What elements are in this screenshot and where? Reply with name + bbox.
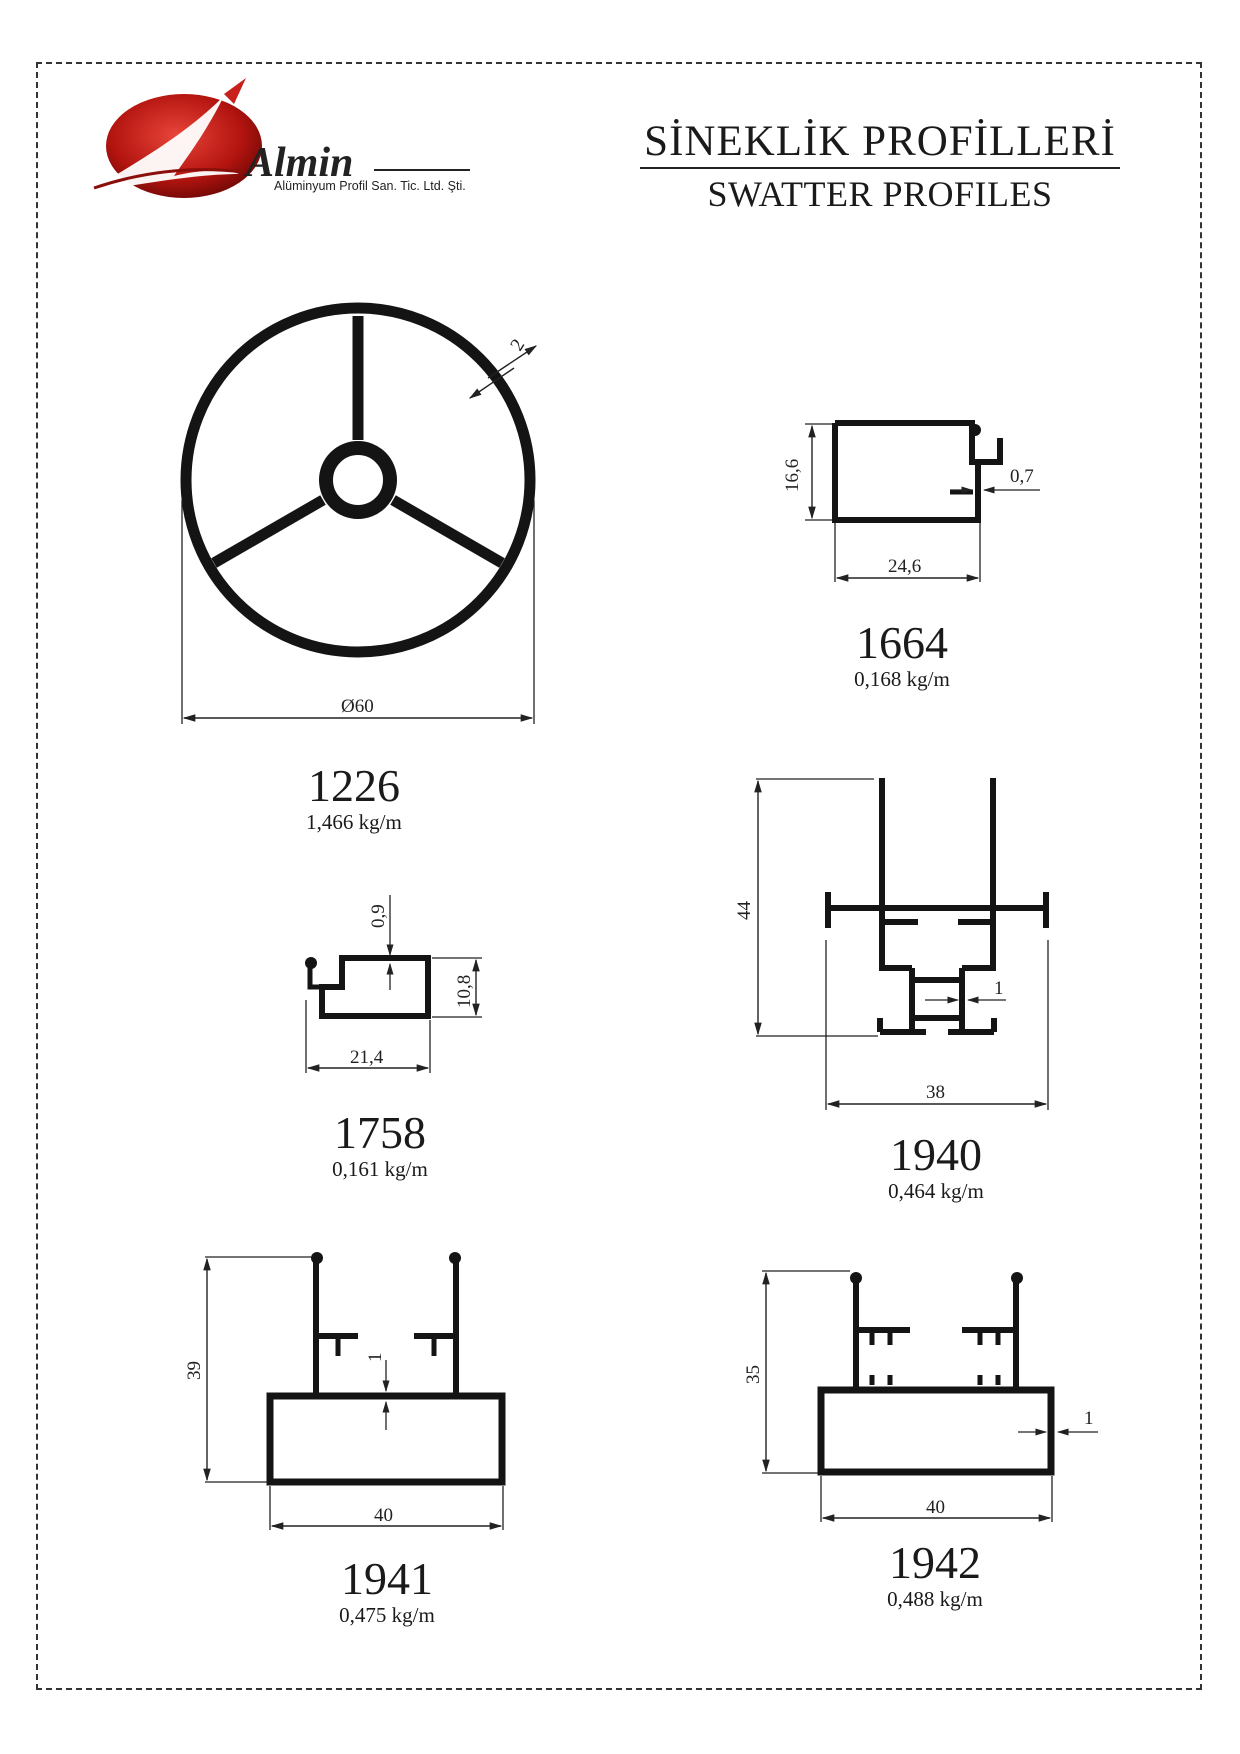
- svg-text:0,7: 0,7: [1010, 466, 1034, 487]
- profile-weight: 0,488 kg/m: [887, 1587, 983, 1611]
- title-english: SWATTER PROFILES: [707, 174, 1053, 215]
- profile-1941-label: 1941 0,475 kg/m: [257, 1556, 517, 1627]
- profile-code: 1226: [308, 760, 400, 811]
- profile-code: 1664: [856, 617, 948, 668]
- svg-text:1: 1: [1084, 1408, 1094, 1429]
- svg-text:10,8: 10,8: [454, 975, 475, 1008]
- profile-weight: 0,464 kg/m: [888, 1179, 984, 1203]
- svg-text:40: 40: [374, 1505, 393, 1526]
- profile-1941-drawing: 39 1 40: [184, 1252, 506, 1530]
- profile-1664-label: 1664 0,168 kg/m: [772, 620, 1032, 691]
- logo-swoosh-icon: [84, 96, 239, 194]
- svg-text:40: 40: [926, 1497, 945, 1518]
- svg-text:21,4: 21,4: [350, 1047, 384, 1068]
- profile-1940-label: 1940 0,464 kg/m: [806, 1132, 1066, 1203]
- svg-text:35: 35: [743, 1365, 764, 1384]
- profile-weight: 0,168 kg/m: [854, 667, 950, 691]
- profile-code: 1942: [889, 1537, 981, 1588]
- title-turkish: SİNEKLİK PROFİLLERİ: [640, 118, 1120, 170]
- svg-text:1: 1: [365, 1353, 386, 1363]
- profile-1942-drawing: 35 1 40: [743, 1270, 1098, 1522]
- profile-1940-drawing: [825, 778, 1049, 1035]
- profile-1226-label: 1226 1,466 kg/m: [224, 763, 484, 834]
- svg-text:24,6: 24,6: [888, 556, 921, 577]
- profile-1942-label: 1942 0,488 kg/m: [805, 1540, 1065, 1611]
- logo-brand-text: Almin: [243, 140, 353, 186]
- profile-weight: 1,466 kg/m: [306, 810, 402, 834]
- profile-1940-dimensions: 44 38 1: [734, 778, 1049, 1110]
- almin-logo: Almin Alüminyum Profil San. Tic. Ltd. Şt…: [84, 78, 470, 198]
- svg-text:Ø60: Ø60: [341, 696, 374, 717]
- page-border: [36, 62, 1202, 1690]
- svg-text:16,6: 16,6: [782, 459, 803, 492]
- svg-text:2: 2: [506, 335, 529, 354]
- profile-1664-drawing: 16,6 24,6 0,7: [782, 420, 1040, 582]
- profile-1226-drawing: 2 Ø60: [180, 302, 538, 724]
- logo-subtitle-text: Alüminyum Profil San. Tic. Ltd. Şti.: [274, 179, 466, 193]
- svg-text:38: 38: [926, 1082, 945, 1103]
- svg-text:0,9: 0,9: [368, 904, 389, 928]
- profile-code: 1940: [890, 1129, 982, 1180]
- title-block: SİNEKLİK PROFİLLERİ SWATTER PROFILES: [640, 118, 1120, 215]
- svg-text:39: 39: [184, 1361, 205, 1380]
- profile-weight: 0,475 kg/m: [339, 1603, 435, 1627]
- profile-code: 1941: [341, 1553, 433, 1604]
- profile-1758-drawing: 0,9 10,8 21,4: [305, 895, 482, 1073]
- profile-code: 1758: [334, 1107, 426, 1158]
- svg-text:44: 44: [734, 901, 755, 921]
- profile-1758-label: 1758 0,161 kg/m: [250, 1110, 510, 1181]
- svg-text:1: 1: [994, 978, 1004, 999]
- profile-weight: 0,161 kg/m: [332, 1157, 428, 1181]
